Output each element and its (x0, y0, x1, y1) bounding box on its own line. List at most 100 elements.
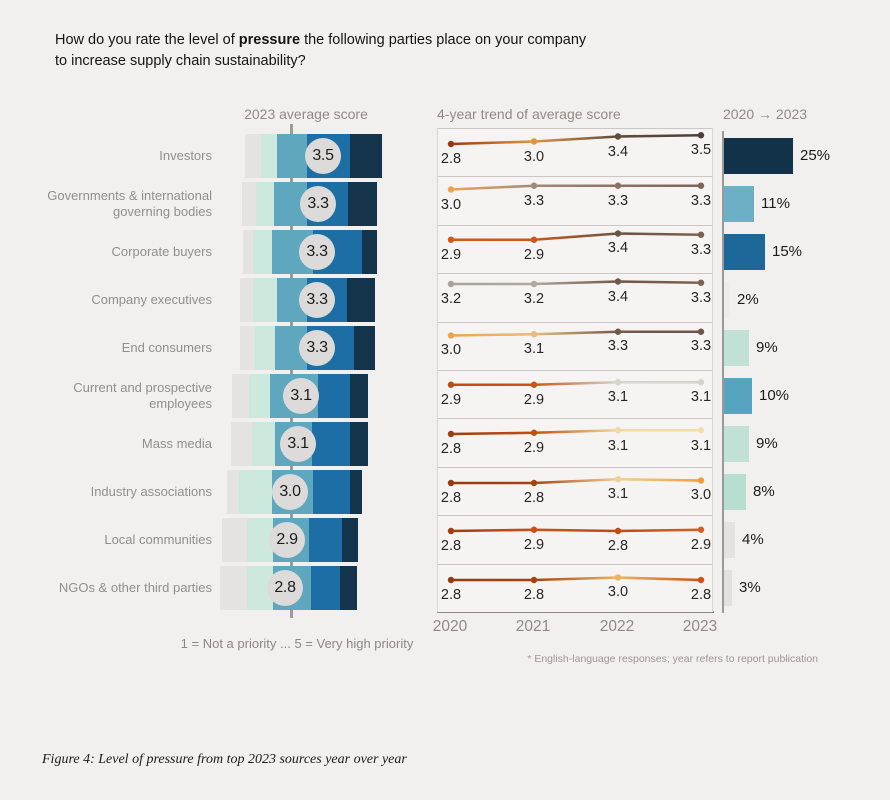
pct-change-label: 3% (739, 579, 761, 596)
trend-line-svg (447, 475, 705, 486)
trend-line-svg (447, 132, 705, 148)
trend-value: 3.1 (607, 486, 629, 503)
pct-change-bar (724, 234, 765, 270)
row-label: Industry associations (90, 484, 212, 499)
trend-value: 2.9 (523, 246, 545, 263)
trend-value: 2.8 (523, 586, 545, 603)
trend-value: 3.3 (690, 193, 712, 210)
trend-value: 3.0 (607, 584, 629, 601)
pct-axis-line (722, 131, 724, 613)
trend-value: 3.3 (690, 289, 712, 306)
trend-value: 3.1 (607, 437, 629, 454)
pct-change-bar (724, 138, 793, 174)
figure-caption: Figure 4: Level of pressure from top 202… (42, 752, 407, 767)
bar-segment (231, 422, 252, 466)
bar-segment (247, 518, 273, 562)
trend-value: 3.3 (607, 338, 629, 355)
trend-value: 2.8 (440, 489, 462, 506)
row-label: Current and prospective employees (73, 380, 212, 411)
trend-value: 3.2 (440, 291, 462, 308)
pct-change-label: 8% (753, 483, 775, 500)
trend-value: 3.2 (523, 291, 545, 308)
row-label: End consumers (121, 340, 212, 355)
stacked-bar (222, 518, 358, 562)
trend-value: 3.0 (690, 487, 712, 504)
trend-value: 2.8 (440, 441, 462, 458)
trend-value: 3.0 (523, 148, 545, 165)
bar-segment (242, 182, 256, 226)
trend-chart: 3.0 3.1 3.3 3.3 (437, 321, 713, 370)
x-axis-year-label: 2021 (515, 618, 551, 635)
trend-line-svg (447, 328, 705, 339)
row-label: Company executives (91, 292, 212, 307)
bar-segment (253, 278, 277, 322)
bar-segment (318, 374, 350, 418)
title-bold-word: pressure (238, 32, 301, 48)
bar-segment (243, 230, 253, 274)
pct-change-label: 4% (742, 531, 764, 548)
pct-change-label: 10% (759, 387, 790, 404)
bar-segment (342, 518, 358, 562)
x-axis-year-label: 2022 (599, 618, 635, 635)
bar-segment (348, 182, 377, 226)
score-circle: 3.1 (280, 426, 316, 462)
x-axis-year-label: 2023 (682, 618, 718, 635)
score-circle: 2.8 (267, 570, 303, 606)
row-label: Investors (159, 148, 212, 163)
trend-value: 2.8 (440, 538, 462, 555)
x-axis-line (437, 611, 714, 613)
trend-value: 2.8 (690, 586, 712, 603)
bar-segment (354, 326, 375, 370)
pct-change-label: 25% (800, 147, 831, 164)
score-circle: 3.3 (299, 330, 335, 366)
trend-value: 3.3 (607, 193, 629, 210)
bar-segment (220, 566, 247, 610)
left-panel-header: 2023 average score (244, 106, 368, 122)
score-circle: 3.3 (300, 186, 336, 222)
bar-segment (222, 518, 247, 562)
pct-change-bar (724, 378, 752, 414)
trend-value: 3.4 (607, 143, 629, 160)
bar-segment (240, 278, 253, 322)
trend-value: 3.4 (607, 240, 629, 257)
trend-value: 3.0 (440, 342, 462, 359)
pct-change-bar (724, 522, 735, 558)
bar-segment (340, 566, 357, 610)
bar-segment (252, 422, 275, 466)
score-circle: 3.5 (305, 138, 341, 174)
pct-change-label: 2% (737, 291, 759, 308)
question-title: How do you rate the level of pressure th… (55, 30, 675, 72)
bar-segment (350, 374, 368, 418)
trend-value: 3.3 (523, 193, 545, 210)
pct-change-bar (724, 426, 749, 462)
bar-segment (277, 134, 307, 178)
trend-value: 2.8 (607, 538, 629, 555)
trend-value: 2.8 (440, 586, 462, 603)
trend-line-svg (447, 182, 705, 194)
bar-segment (249, 374, 270, 418)
bar-segment (311, 566, 340, 610)
trend-value: 2.9 (440, 391, 462, 408)
row-label: Local communities (104, 532, 212, 547)
trend-value: 2.9 (523, 440, 545, 457)
trend-chart: 2.9 2.9 3.1 3.1 (437, 370, 713, 419)
trend-chart: 2.8 2.8 3.0 2.8 (437, 563, 713, 612)
footnote: * English-language responses; year refer… (527, 653, 818, 665)
pct-change-bar (724, 186, 754, 222)
bar-segment (232, 374, 249, 418)
title-text: How do you rate the level of (55, 32, 239, 48)
trend-line-svg (447, 230, 705, 243)
bar-segment (313, 470, 350, 514)
bar-segment (227, 470, 239, 514)
score-circle: 2.9 (269, 522, 305, 558)
bar-segment (350, 470, 362, 514)
trend-value: 3.4 (607, 288, 629, 305)
bar-segment (255, 326, 275, 370)
x-axis-year-label: 2020 (432, 618, 468, 635)
trend-chart: 2.8 3.0 3.4 3.5 (437, 128, 713, 177)
bar-segment (362, 230, 377, 274)
row-label: Mass media (141, 436, 212, 451)
trend-value: 3.3 (690, 338, 712, 355)
trend-line-svg (447, 379, 705, 388)
